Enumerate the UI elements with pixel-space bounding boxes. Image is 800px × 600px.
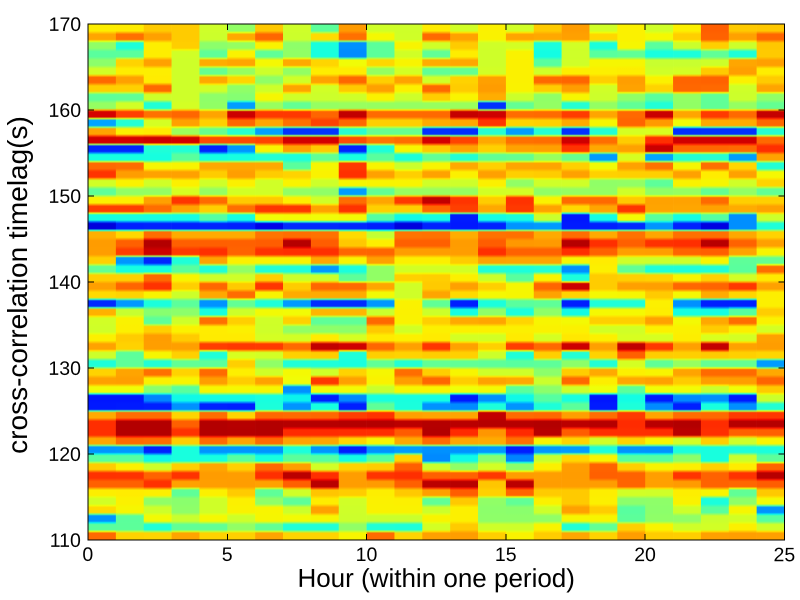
svg-text:130: 130 [48, 358, 81, 380]
svg-text:cross-correlation timelag(s): cross-correlation timelag(s) [2, 116, 33, 454]
svg-text:120: 120 [48, 444, 81, 466]
svg-text:20: 20 [634, 544, 656, 566]
svg-text:Hour (within one period): Hour (within one period) [297, 563, 574, 593]
svg-text:110: 110 [50, 530, 81, 552]
svg-text:170: 170 [49, 14, 82, 36]
svg-text:150: 150 [49, 186, 82, 208]
svg-text:5: 5 [222, 544, 233, 566]
svg-text:160: 160 [49, 100, 82, 122]
svg-text:15: 15 [495, 544, 517, 566]
svg-text:25: 25 [774, 544, 796, 566]
svg-text:0: 0 [82, 544, 93, 566]
svg-text:10: 10 [356, 544, 378, 566]
svg-text:140: 140 [48, 272, 81, 294]
